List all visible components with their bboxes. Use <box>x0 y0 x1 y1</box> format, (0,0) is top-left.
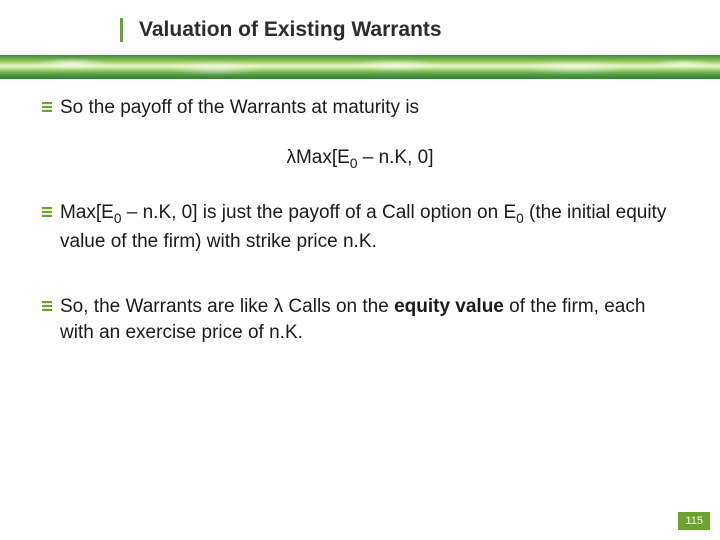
bullet-bars-icon <box>42 102 52 112</box>
bullet-bars-icon <box>42 301 52 311</box>
content-area: So the payoff of the Warrants at maturit… <box>42 95 678 372</box>
title-bar: Valuation of Existing Warrants <box>120 18 442 42</box>
bullet-3-text: So, the Warrants are like λ Calls on the… <box>60 294 678 345</box>
formula-lambda-max: λMax[E <box>286 147 349 168</box>
b3-part-a: So, the Warrants are like λ Calls on the <box>60 296 394 317</box>
bullet-1-text: So the payoff of the Warrants at maturit… <box>60 95 419 121</box>
spacer <box>42 280 678 294</box>
page-number-badge: 115 <box>678 512 710 530</box>
b3-bold: equity value <box>394 296 504 317</box>
bullet-2-text: Max[E 0 – n.K, 0] is just the payoff of a… <box>60 200 678 254</box>
b2-part-b: – n.K, 0] is just the payoff of a Call o… <box>121 202 516 223</box>
decorative-band <box>0 55 720 77</box>
bullet-3: So, the Warrants are like λ Calls on the… <box>42 294 678 345</box>
decorative-underline <box>0 77 720 79</box>
formula-rest: – n.K, 0] <box>357 147 433 168</box>
page-title: Valuation of Existing Warrants <box>139 18 442 42</box>
bullet-1: So the payoff of the Warrants at maturit… <box>42 95 678 121</box>
formula: λMax[E0 – n.K, 0] <box>42 147 678 171</box>
bullet-bars-icon <box>42 207 52 217</box>
b2-sub-b: 0 <box>516 211 524 226</box>
bullet-2: Max[E 0 – n.K, 0] is just the payoff of a… <box>42 200 678 254</box>
page-number: 115 <box>685 515 703 527</box>
b2-part-a: Max[E <box>60 202 114 223</box>
header: Valuation of Existing Warrants <box>0 0 720 68</box>
